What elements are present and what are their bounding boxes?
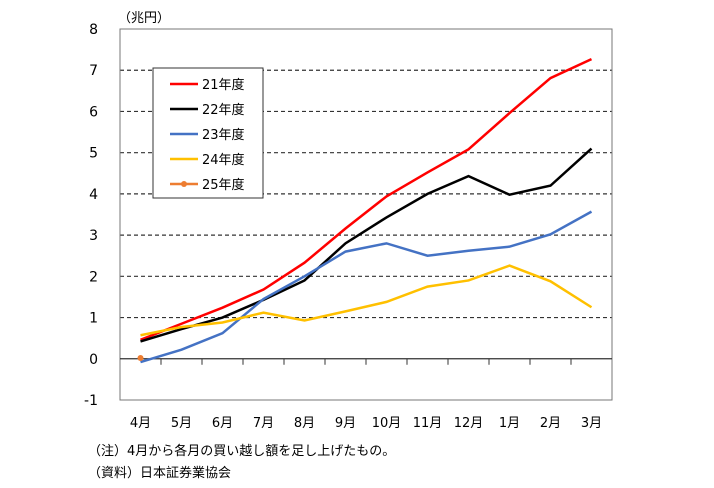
series-line-22年度: [140, 147, 593, 343]
legend-label: 25年度: [202, 177, 245, 193]
series-line-21年度: [140, 57, 593, 341]
legend-marker: [181, 181, 187, 187]
y-tick-label: 8: [89, 22, 98, 38]
source-note: （資料）日本証券業協会: [88, 466, 232, 481]
y-axis-unit-label: （兆円）: [118, 11, 170, 26]
legend-label: 22年度: [202, 102, 245, 118]
x-tick-label: 1月: [499, 416, 520, 431]
legend-label: 23年度: [202, 127, 245, 143]
x-tick-label: 6月: [212, 416, 233, 431]
legend-label: 21年度: [202, 77, 245, 93]
x-tick-label: 8月: [294, 416, 315, 431]
plot-border: [119, 28, 613, 401]
line-chart: （兆円） -1 0 1 2 3 4 5 6 7 8 4月 5月 6月 7月 8月 9月 10月 11月 12月 1月 2…: [84, 11, 613, 431]
x-tick-label: 2月: [540, 416, 561, 431]
footnote: （注）4月から各月の買い越し額を足し上げたもの。: [88, 444, 396, 459]
y-tick-label: 0: [89, 352, 98, 368]
x-tick-label: 4月: [130, 416, 151, 431]
x-tick-label: 9月: [335, 416, 356, 431]
legend-label: 24年度: [202, 152, 245, 168]
y-tick-label: 1: [89, 311, 98, 327]
legend: 21年度 22年度 23年度 24年度 25年度: [152, 67, 264, 199]
y-tick-label: 3: [89, 228, 98, 244]
data-point: [137, 354, 144, 361]
y-tick-label: 5: [89, 146, 98, 162]
x-tick-label: 3月: [581, 416, 602, 431]
y-tick-label: -1: [84, 393, 98, 409]
y-tick-label: 6: [89, 104, 98, 120]
x-tick-label: 10月: [372, 416, 402, 431]
x-tick-label: 11月: [413, 416, 443, 431]
x-tick-label: 12月: [454, 416, 484, 431]
x-tick-label: 7月: [253, 416, 274, 431]
series-line-23年度: [140, 210, 593, 364]
y-tick-label: 7: [89, 63, 98, 79]
y-tick-label: 4: [89, 187, 98, 203]
series-line-24年度: [140, 264, 593, 337]
y-tick-label: 2: [89, 269, 98, 285]
x-tick-label: 5月: [171, 416, 192, 431]
